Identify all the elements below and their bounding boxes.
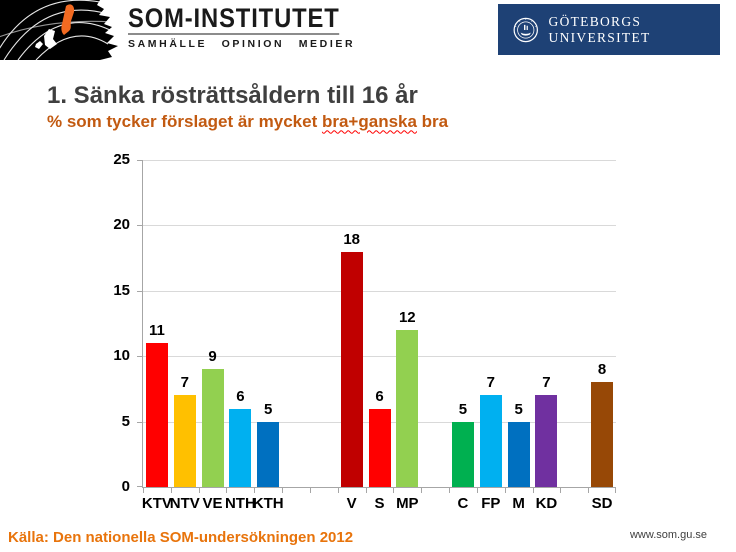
bar-value-M: 5 (514, 400, 523, 418)
x-axis-label-MP: MP (396, 495, 419, 512)
x-axis-label-KTV: KTV (141, 495, 172, 512)
bar-MP (396, 330, 419, 487)
bar-FP (479, 395, 502, 487)
bar-KD (535, 395, 558, 487)
x-axis-tick (199, 487, 200, 493)
x-axis-label-M: M (512, 495, 525, 512)
y-axis-tick-15 (137, 290, 143, 292)
page-subtitle: % som tycker förslaget är mycket bra+gan… (47, 112, 448, 132)
x-axis-tick (588, 487, 589, 493)
x-axis-tick (449, 487, 450, 493)
x-axis-label-KD: KD (535, 495, 558, 512)
gu-name-text: GÖTEBORGS UNIVERSITET (548, 13, 651, 45)
bar-NTH (229, 408, 252, 487)
y-axis-label-5: 5 (121, 412, 130, 430)
x-axis-tick (254, 487, 255, 493)
bar-value-NTV: 7 (180, 374, 189, 392)
bar-value-NTH: 6 (236, 387, 245, 405)
som-subtitle-text: SAMHÄLLE OPINION MEDIER (128, 38, 356, 50)
subtitle-tail: bra (416, 111, 449, 131)
bar-value-KTV: 11 (148, 322, 165, 340)
gridline-20 (143, 225, 616, 227)
x-axis-tick (338, 487, 339, 493)
x-axis-label-SD: SD (591, 495, 613, 512)
y-axis-label-15: 15 (113, 281, 130, 299)
x-axis-tick (533, 487, 534, 493)
bar-NTV (173, 395, 196, 487)
som-globe-logo (0, 0, 118, 60)
y-axis-tick-0 (137, 486, 143, 487)
y-axis-tick-10 (137, 356, 143, 358)
gu-seal-icon (513, 17, 538, 42)
som-wordmark: SOM-INSTITUTET SAMHÄLLE OPINION MEDIER (128, 5, 368, 50)
bar-V (340, 251, 363, 487)
bar-KTV (145, 343, 168, 487)
gu-logo-box: GÖTEBORGS UNIVERSITET (498, 4, 720, 55)
bar-value-S: 6 (375, 387, 384, 405)
x-axis-tick (226, 487, 227, 493)
bar-C (451, 421, 474, 487)
x-axis-tick (171, 487, 172, 493)
gridline-10 (143, 356, 616, 358)
y-axis-label-10: 10 (113, 347, 130, 365)
y-axis-label-25: 25 (113, 151, 130, 168)
x-axis-tick (143, 487, 144, 493)
bar-M (507, 421, 530, 487)
subtitle-lead: % som tycker förslaget är mycket (47, 111, 322, 131)
x-axis-label-S: S (374, 495, 385, 512)
bar-KTH (257, 421, 280, 487)
bar-value-FP: 7 (486, 374, 495, 392)
x-axis-label-VE: VE (202, 495, 223, 512)
gridline-25 (143, 160, 616, 161)
y-axis-label-0: 0 (121, 478, 130, 495)
y-axis-tick-20 (137, 225, 143, 227)
bar-value-MP: 12 (398, 309, 416, 327)
bar-S (368, 408, 391, 487)
x-axis-tick (560, 487, 561, 493)
y-axis-tick-25 (137, 160, 143, 161)
x-axis-label-NTH: NTH (224, 495, 256, 512)
bar-value-V: 18 (343, 230, 361, 248)
x-axis-tick (615, 487, 616, 493)
x-axis-label-FP: FP (481, 495, 501, 512)
bar-value-C: 5 (458, 400, 468, 418)
page-title: 1. Sänka rösträttsåldern till 16 år (47, 82, 418, 109)
x-axis-label-C: C (457, 495, 469, 512)
bar-value-SD: 8 (597, 361, 607, 379)
y-axis-tick-5 (137, 421, 143, 423)
title-block: 1. Sänka rösträttsåldern till 16 år % so… (47, 82, 448, 132)
som-title-text: SOM-INSTITUTET (128, 3, 340, 35)
x-axis-label-KTH: KTH (252, 495, 284, 512)
x-axis-tick (366, 487, 367, 493)
subtitle-underlined: bra+ganska (321, 111, 417, 131)
y-axis-label-20: 20 (113, 216, 130, 234)
x-axis-label-V: V (346, 495, 357, 512)
bar-value-KD: 7 (542, 374, 551, 392)
website-url: www.som.gu.se (629, 529, 707, 541)
bar-value-KTH: 5 (264, 400, 273, 418)
bar-VE (201, 369, 224, 487)
x-axis-tick (421, 487, 422, 493)
x-axis-tick (393, 487, 394, 493)
x-axis-tick (310, 487, 311, 493)
x-axis-tick (505, 487, 506, 493)
x-axis-tick (477, 487, 478, 493)
x-axis-label-NTV: NTV (169, 495, 200, 512)
gridline-15 (143, 290, 616, 292)
source-note: Källa: Den nationella SOM-undersökningen… (8, 529, 354, 546)
x-axis-tick (282, 487, 283, 493)
bar-chart-plot-area: 0 5 10 15 20 25 11 KTV 7 NTV 9 VE 6 NTH 5 KTH 18 V 6 S 12 MP 5… (113, 152, 616, 511)
bar-SD (591, 382, 614, 487)
bar-value-VE: 9 (208, 348, 217, 366)
